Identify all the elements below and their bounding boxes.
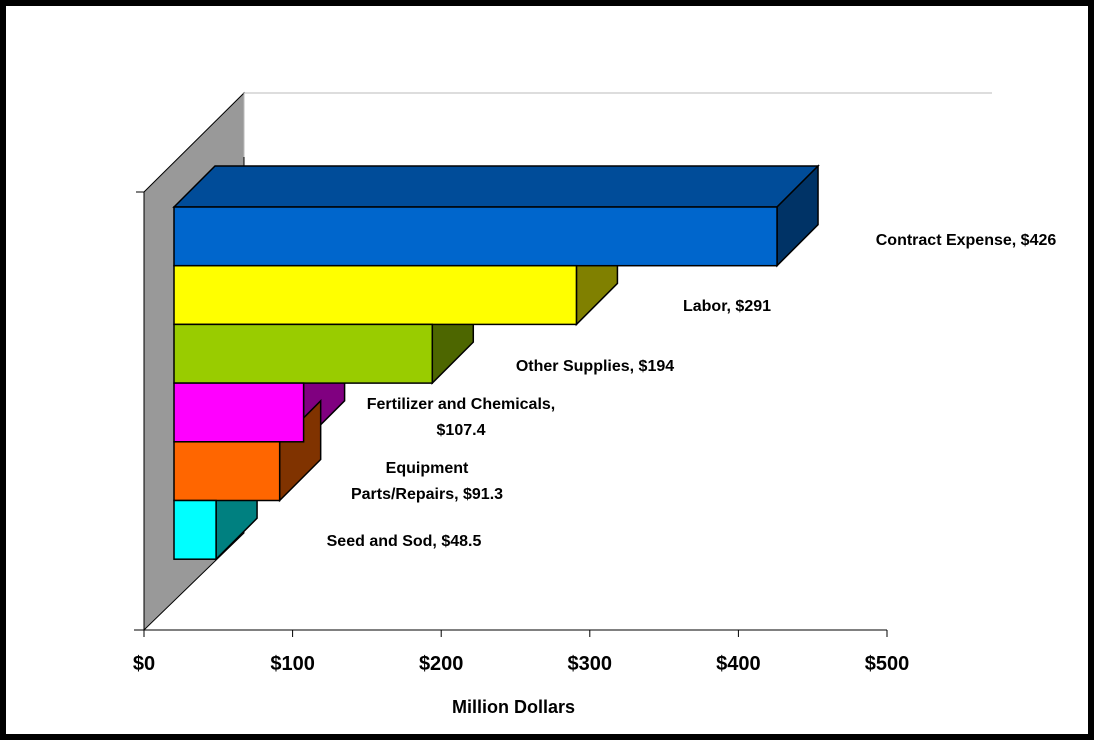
bar-fertilizer-and-chemicals xyxy=(173,382,305,443)
data-label-seed-and-sod: Seed and Sod, $48.5 xyxy=(327,533,482,550)
data-label-equipment-parts-repairs: Equipment Parts/Repairs, $91.3 xyxy=(351,460,503,503)
bar-equipment-parts-repairs xyxy=(173,441,281,502)
x-tick-label-100: $100 xyxy=(270,653,315,675)
bar-labor xyxy=(173,264,578,326)
x-tick-label-0: $0 xyxy=(133,653,155,675)
bar-contract-expense xyxy=(173,206,778,267)
x-tick-label-200: $200 xyxy=(419,653,464,675)
bar-top-contract-expense xyxy=(172,165,820,208)
data-label-contract-expense: Contract Expense, $426 xyxy=(876,232,1057,249)
x-tick-label-500: $500 xyxy=(865,653,910,675)
x-axis-title: Million Dollars xyxy=(452,697,575,717)
data-label-labor: Labor, $291 xyxy=(683,298,771,315)
data-label-fertilizer-and-chemicals: Fertilizer and Chemicals, $107.4 xyxy=(367,396,556,439)
bar-seed-and-sod xyxy=(173,499,217,560)
x-tick-label-400: $400 xyxy=(716,653,761,675)
bar-other-supplies xyxy=(173,323,434,384)
data-label-other-supplies: Other Supplies, $194 xyxy=(516,358,674,375)
x-tick-label-300: $300 xyxy=(568,653,613,675)
